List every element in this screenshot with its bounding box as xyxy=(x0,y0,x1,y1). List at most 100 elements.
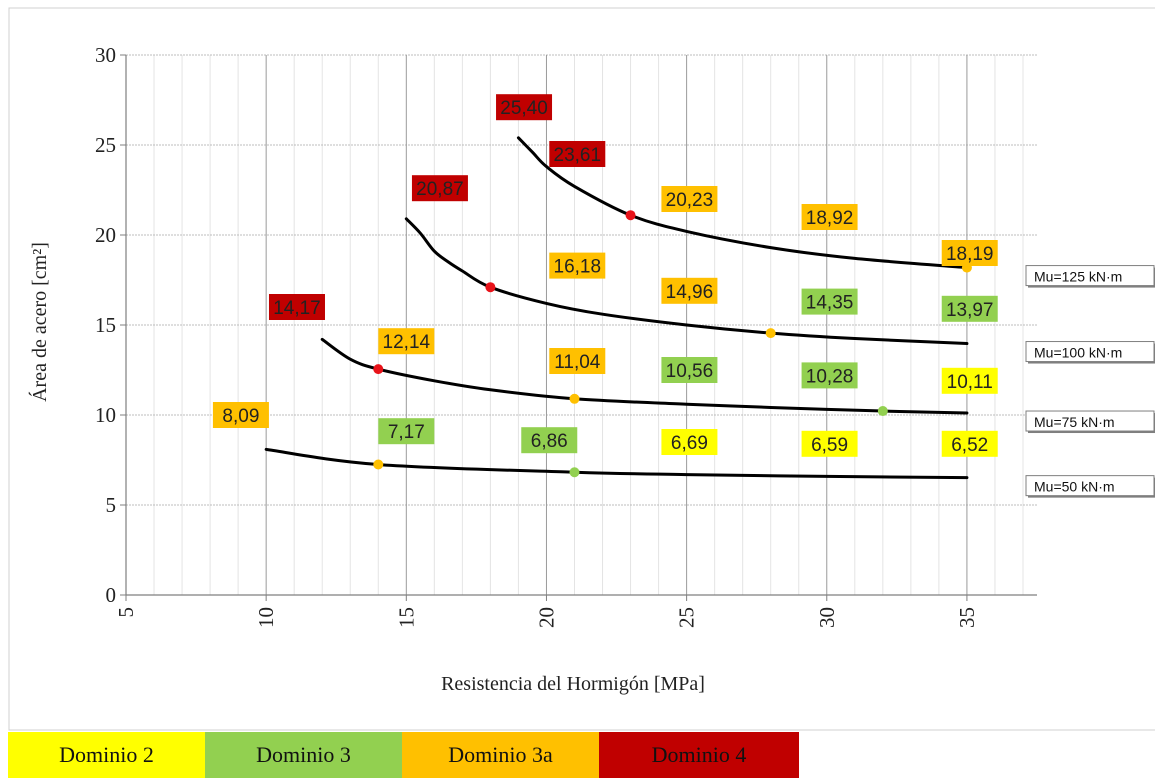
data-label-bg xyxy=(801,430,858,457)
x-tick-label: 25 xyxy=(675,607,699,628)
data-labels: 25,40 23,61 20,23 18,92 18,19 20,87 16,18 14,96… xyxy=(212,94,998,457)
data-label-bg xyxy=(521,427,578,454)
y-axis-title: Área de acero [cm²] xyxy=(28,242,51,402)
data-label: 10,28 xyxy=(801,362,858,389)
data-label: 14,96 xyxy=(661,277,718,304)
y-tick-label: 10 xyxy=(95,403,116,427)
data-label: 6,86 xyxy=(521,427,578,454)
domain-legend: Dominio 2 Dominio 3 Dominio 3a Dominio 4 xyxy=(8,732,799,778)
data-label: 16,18 xyxy=(549,252,606,279)
data-label-text: 10,11 xyxy=(947,372,993,393)
data-label: 7,17 xyxy=(378,418,435,445)
legend-item-3: Dominio 3a xyxy=(402,732,599,778)
data-label: 20,23 xyxy=(661,186,718,212)
series-tag-box xyxy=(1025,265,1155,287)
data-label-text: 8,09 xyxy=(222,406,259,427)
y-tick-label: 15 xyxy=(95,313,116,337)
data-label-text: 20,87 xyxy=(416,179,464,200)
data-label-bg xyxy=(496,94,553,121)
data-label-text: 10,28 xyxy=(806,366,854,387)
data-label-text: 10,56 xyxy=(666,361,714,382)
x-tick-label: 5 xyxy=(114,607,138,618)
data-label-bg xyxy=(941,295,998,322)
data-label: 20,87 xyxy=(411,175,468,202)
data-label-bg xyxy=(661,357,718,383)
series-tag-3: Mu=100 kN·m xyxy=(1025,341,1155,364)
data-label-bg xyxy=(661,277,718,304)
data-label: 10,56 xyxy=(661,357,718,383)
data-label: 11,04 xyxy=(549,348,606,374)
data-label: 14,35 xyxy=(801,288,858,315)
data-label-bg xyxy=(378,328,435,355)
data-label: 10,11 xyxy=(941,367,998,394)
data-label-bg xyxy=(941,430,998,457)
data-label-bg xyxy=(941,367,998,394)
series-marker xyxy=(373,364,384,375)
data-label-text: 7,17 xyxy=(388,422,425,443)
data-label-bg xyxy=(268,294,325,320)
series-marker xyxy=(569,467,580,478)
data-label-text: 18,92 xyxy=(806,208,854,229)
series-line-4 xyxy=(516,136,969,270)
data-label-text: 14,96 xyxy=(666,282,714,303)
data-label-text: 14,17 xyxy=(273,298,321,319)
data-label-text: 18,19 xyxy=(946,244,994,265)
series-marker xyxy=(569,393,580,404)
x-tick-label: 20 xyxy=(534,607,558,628)
data-label-text: 6,52 xyxy=(951,435,988,456)
x-tick-label: 15 xyxy=(394,607,418,628)
data-label-bg xyxy=(549,348,606,374)
series-marker xyxy=(485,282,496,293)
data-label-bg xyxy=(212,402,269,428)
data-label-bg xyxy=(378,418,435,445)
legend-item-4: Dominio 4 xyxy=(599,732,799,778)
data-label: 12,14 xyxy=(378,328,435,355)
series-tag-2: Mu=75 kN·m xyxy=(1025,410,1155,434)
data-label: 18,19 xyxy=(941,240,998,266)
data-label-text: 13,97 xyxy=(946,300,994,321)
data-label: 25,40 xyxy=(496,94,553,121)
data-label-text: 25,40 xyxy=(500,98,548,119)
y-tick-label: 0 xyxy=(106,583,117,607)
series-marker xyxy=(373,459,384,470)
data-label-text: 20,23 xyxy=(666,190,714,211)
data-label-text: 16,18 xyxy=(554,257,602,278)
data-label-text: 6,69 xyxy=(671,433,708,454)
series-tag-text: Mu=125 kN·m xyxy=(1034,269,1122,285)
data-label: 6,52 xyxy=(941,430,998,457)
data-label-text: 23,61 xyxy=(554,145,602,166)
data-label-bg xyxy=(801,288,858,315)
legend-item-2: Dominio 3 xyxy=(205,732,402,778)
data-label-text: 12,14 xyxy=(383,332,431,353)
series-tag-box xyxy=(1025,475,1155,497)
data-label: 8,09 xyxy=(212,402,269,428)
data-label-text: 11,04 xyxy=(554,352,601,373)
series-marker xyxy=(765,328,776,339)
series-tag-text: Mu=100 kN·m xyxy=(1034,345,1122,361)
y-tick-label: 5 xyxy=(106,493,117,517)
legend-item-1: Dominio 2 xyxy=(8,732,205,778)
x-tick-label: 10 xyxy=(254,607,278,628)
series-marker xyxy=(877,406,888,417)
y-tick-label: 30 xyxy=(95,43,116,67)
series-tag-box xyxy=(1025,341,1155,363)
data-label: 6,69 xyxy=(661,429,718,455)
data-label-bg xyxy=(801,204,858,230)
x-tick-label: 30 xyxy=(815,607,839,628)
data-label: 23,61 xyxy=(549,141,606,167)
x-axis-title: Resistencia del Hormigón [MPa] xyxy=(441,673,705,695)
data-label: 18,92 xyxy=(801,204,858,230)
series-tag-text: Mu=50 kN·m xyxy=(1034,479,1115,495)
series-tag-box xyxy=(1025,410,1155,432)
series-tag-4: Mu=125 kN·m xyxy=(1025,265,1155,288)
series-line-3 xyxy=(404,217,969,346)
series-tags: Mu=50 kN·m Mu=75 kN·m Mu=100 kN·m Mu=125 kN… xyxy=(1025,265,1155,498)
data-label: 13,97 xyxy=(941,295,998,322)
series-tag-text: Mu=75 kN·m xyxy=(1034,414,1115,430)
series-tag-1: Mu=50 kN·m xyxy=(1025,475,1155,498)
series-marker xyxy=(625,210,636,221)
data-label-bg xyxy=(661,186,718,212)
